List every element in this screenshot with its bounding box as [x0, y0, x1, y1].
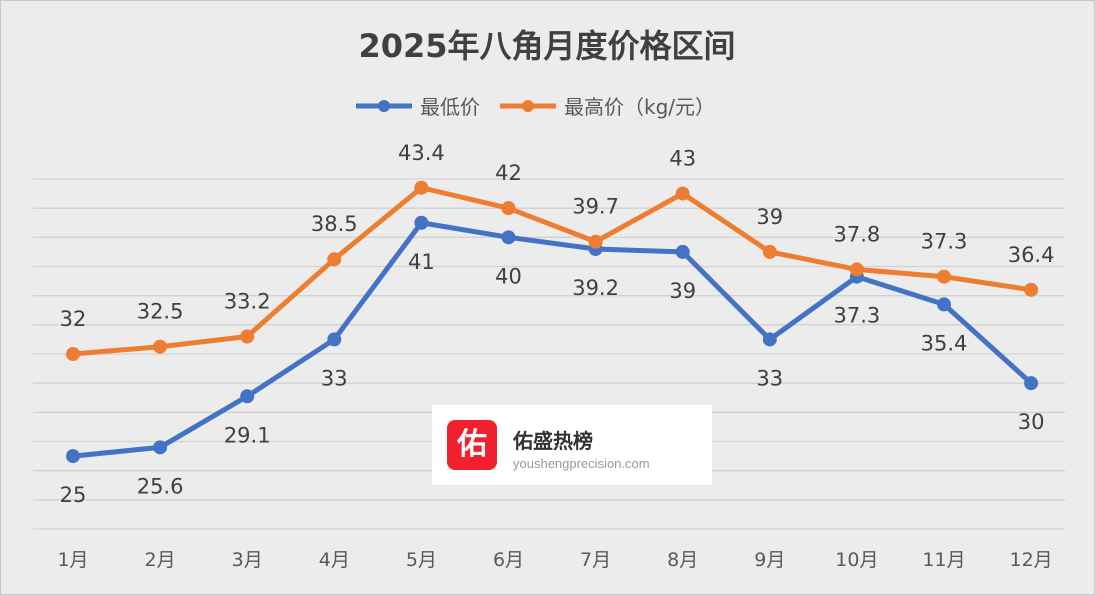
data-label: 25.6 — [137, 474, 184, 498]
data-point — [1024, 282, 1039, 297]
data-label: 25 — [60, 483, 87, 507]
watermark-url: youshengprecision.com — [513, 456, 650, 471]
x-tick-label: 4月 — [319, 549, 350, 571]
x-tick-label: 6月 — [493, 549, 524, 571]
data-label: 35.4 — [921, 331, 968, 355]
data-point — [414, 180, 429, 195]
data-label: 32.5 — [137, 300, 184, 324]
data-label: 39 — [756, 205, 783, 229]
data-point — [849, 262, 864, 277]
data-label: 36.4 — [1008, 243, 1055, 267]
x-tick-label: 7月 — [580, 549, 611, 571]
data-point — [762, 332, 777, 347]
data-point — [937, 269, 951, 284]
x-tick-label: 10月 — [835, 549, 878, 571]
data-point — [240, 329, 255, 344]
data-label: 33 — [756, 366, 783, 390]
series-line — [72, 185, 1032, 357]
data-point — [66, 347, 80, 361]
data-label: 37.8 — [834, 222, 881, 246]
x-tick-label: 11月 — [922, 549, 965, 571]
data-label: 32 — [60, 307, 87, 331]
data-point — [66, 449, 80, 464]
data-label: 37.3 — [921, 230, 968, 254]
data-label: 39.2 — [572, 276, 619, 300]
data-point — [153, 339, 168, 354]
data-point — [327, 332, 342, 347]
legend-marker — [378, 100, 390, 112]
legend-marker — [522, 100, 534, 112]
data-label: 37.3 — [834, 304, 881, 328]
data-label: 40 — [495, 264, 522, 288]
x-tick-label: 1月 — [57, 549, 88, 571]
data-label: 42 — [495, 161, 522, 185]
legend-label: 最低价 — [420, 95, 480, 119]
data-point — [937, 297, 951, 312]
watermark: 佑 佑盛热榜 youshengprecision.com — [432, 405, 712, 485]
data-point — [675, 186, 690, 201]
data-point — [588, 234, 603, 249]
watermark-name: 佑盛热榜 — [513, 429, 593, 453]
data-point — [240, 389, 255, 404]
x-tick-label: 12月 — [1010, 549, 1053, 571]
chart-title: 2025年八角月度价格区间 — [358, 27, 735, 65]
data-point — [1024, 376, 1039, 391]
watermark-logo: 佑 — [447, 420, 497, 470]
data-point — [153, 440, 168, 455]
data-point — [675, 244, 690, 259]
legend-label: 最高价（kg/元） — [564, 95, 715, 119]
x-tick-label: 8月 — [667, 549, 698, 571]
data-label: 39.7 — [572, 195, 619, 219]
series-line — [72, 220, 1033, 459]
data-label: 38.5 — [311, 212, 358, 236]
data-label: 39 — [669, 279, 696, 303]
data-label: 29.1 — [224, 423, 271, 447]
data-point — [327, 252, 342, 267]
x-tick-label: 5月 — [406, 549, 437, 571]
x-tick-label: 9月 — [754, 549, 785, 571]
data-point — [501, 230, 516, 245]
data-point — [414, 215, 429, 230]
data-point — [762, 244, 777, 259]
data-label: 33.2 — [224, 290, 271, 314]
data-label: 43 — [669, 147, 696, 171]
data-label: 43.4 — [398, 141, 445, 165]
data-label: 41 — [408, 250, 435, 274]
data-point — [501, 201, 516, 216]
x-tick-label: 3月 — [232, 549, 263, 571]
x-tick-label: 2月 — [145, 549, 176, 571]
data-label: 30 — [1018, 410, 1045, 434]
data-label: 33 — [321, 366, 348, 390]
